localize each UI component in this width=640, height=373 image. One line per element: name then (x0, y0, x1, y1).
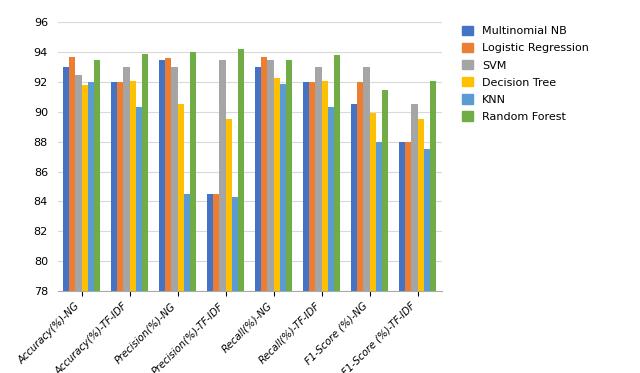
Bar (369, 113, 376, 373)
Bar (376, 142, 382, 373)
Bar (309, 82, 316, 373)
Bar (69, 57, 76, 373)
Bar (213, 194, 220, 373)
Bar (111, 82, 117, 373)
Bar (261, 57, 268, 373)
Bar (255, 67, 261, 373)
Bar (328, 107, 334, 373)
Bar (226, 119, 232, 373)
Bar (142, 54, 148, 373)
Bar (351, 104, 357, 373)
Bar (316, 67, 321, 373)
Bar (124, 67, 129, 373)
Bar (238, 49, 244, 373)
Legend: Multinomial NB, Logistic Regression, SVM, Decision Tree, KNN, Random Forest: Multinomial NB, Logistic Regression, SVM… (459, 22, 592, 125)
Bar (357, 82, 364, 373)
Bar (165, 58, 172, 373)
Bar (430, 81, 436, 373)
Bar (382, 90, 388, 373)
Bar (274, 78, 280, 373)
Bar (117, 82, 124, 373)
Bar (63, 67, 69, 373)
Bar (268, 60, 274, 373)
Bar (130, 81, 136, 373)
Bar (82, 85, 88, 373)
Bar (190, 52, 196, 373)
Bar (220, 60, 225, 373)
Bar (88, 82, 94, 373)
Bar (424, 149, 430, 373)
Bar (232, 197, 238, 373)
Bar (76, 75, 82, 373)
Bar (399, 142, 405, 373)
Bar (334, 55, 340, 373)
Bar (94, 60, 100, 373)
Bar (280, 84, 286, 373)
Bar (286, 60, 292, 373)
Bar (184, 194, 190, 373)
Bar (159, 60, 165, 373)
Bar (178, 104, 184, 373)
Bar (303, 82, 309, 373)
Bar (172, 67, 178, 373)
Bar (321, 81, 328, 373)
Bar (405, 142, 412, 373)
Bar (136, 107, 142, 373)
Bar (417, 119, 424, 373)
Bar (364, 67, 370, 373)
Bar (412, 104, 418, 373)
Bar (207, 194, 213, 373)
